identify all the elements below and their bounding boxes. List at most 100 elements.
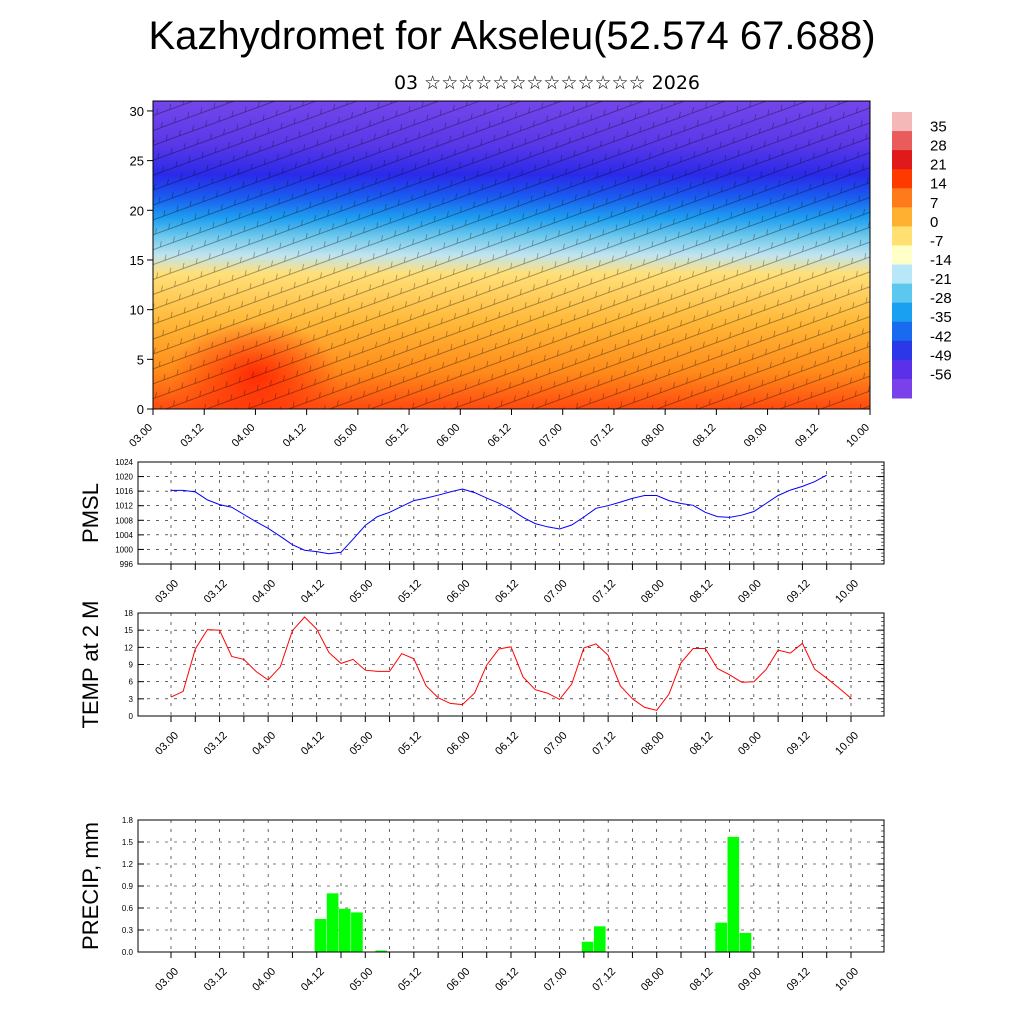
colorbar-swatch	[892, 302, 912, 323]
x-tick-label: 05.12	[396, 730, 424, 758]
plot-frame	[137, 612, 885, 717]
x-tick-label: 06.00	[445, 730, 473, 758]
colorbar-swatch	[892, 150, 912, 170]
heatmap-x-tick-label: 05.00	[332, 422, 360, 450]
y-axis-title: PRECIP, mm	[78, 822, 103, 950]
colorbar-swatch	[892, 378, 912, 399]
x-tick-label: 09.00	[736, 966, 764, 994]
y-tick-label: 3	[129, 695, 134, 704]
colorbar-label: -7	[930, 233, 943, 250]
plot-frame	[137, 461, 885, 565]
wind-barbs	[153, 101, 870, 409]
x-tick-label: 06.12	[493, 730, 521, 758]
heatmap-x-tick-label: 08.12	[691, 422, 719, 450]
x-tick-label: 07.12	[590, 578, 618, 606]
y-tick-label: 0.3	[122, 926, 134, 935]
y-tick-label: 12	[124, 643, 133, 652]
heatmap-y-tick-label: 25	[130, 154, 144, 169]
x-tick-label: 10.00	[833, 578, 861, 606]
colorbar-label: -42	[930, 328, 952, 345]
y-tick-label: 0.0	[122, 948, 134, 957]
y-tick-label: 18	[124, 609, 133, 618]
y-tick-label: 1024	[115, 458, 133, 467]
precip-bar	[581, 941, 594, 952]
x-tick-label: 04.00	[250, 730, 278, 758]
heatmap-x-tick-label: 09.12	[793, 422, 821, 450]
x-tick-label: 03.12	[202, 730, 230, 758]
heatmap-x-tick-label: 09.00	[742, 422, 770, 450]
x-tick-label: 03.00	[153, 730, 181, 758]
y-tick-label: 15	[124, 626, 133, 635]
y-tick-label: 1012	[115, 502, 133, 511]
x-tick-label: 07.12	[590, 730, 618, 758]
temp-panel: 0 3 6 9 12 15 18 03.00 03.12 04.00 04.12 05.00 05.12…	[78, 601, 885, 758]
y-tick-label: 1.5	[122, 838, 134, 847]
y-axis-title: PMSL	[78, 483, 103, 543]
x-tick-label: 08.12	[687, 578, 715, 606]
heatmap-y-tick-label: 20	[130, 203, 144, 218]
heatmap-x-tick-label: 06.00	[434, 422, 462, 450]
x-tick-label: 04.12	[299, 578, 327, 606]
y-tick-label: 1020	[115, 473, 133, 482]
colorbar-label: 28	[930, 138, 947, 155]
heatmap-x-tick-label: 03.00	[127, 422, 155, 450]
colorbar-label: -14	[930, 252, 952, 269]
y-tick-label: 1000	[115, 545, 133, 554]
y-tick-label: 0.6	[122, 904, 134, 913]
heatmap-x-tick-label: 04.12	[281, 422, 309, 450]
colorbar-label: 0	[930, 214, 938, 231]
x-tick-label: 04.00	[250, 578, 278, 606]
colorbar-label: -49	[930, 347, 952, 364]
heatmap-x-tick-label: 04.00	[230, 422, 258, 450]
colorbar-swatch	[892, 131, 912, 151]
x-tick-label: 09.00	[736, 730, 764, 758]
x-tick-label: 03.00	[153, 966, 181, 994]
precip-bar	[326, 893, 339, 952]
heatmap-y-tick-label: 0	[137, 402, 144, 417]
x-tick-label: 06.00	[445, 966, 473, 994]
page-subtitle: 03 ☆☆☆☆☆☆☆☆☆☆☆☆☆ 2026	[393, 72, 701, 94]
x-tick-label: 05.12	[396, 578, 424, 606]
colorbar-swatch	[892, 207, 912, 227]
colorbar-swatch	[892, 264, 912, 285]
heatmap-x-tick-label: 06.12	[486, 422, 514, 450]
colorbar: 35 28 21 14 7 0 -7 -14 -21 -28 -35 -42 -49 -56	[892, 112, 952, 399]
x-tick-label: 06.00	[445, 578, 473, 606]
pmsl-panel: 996 1000 1004 1008 1012 1016 1020 1024 03.00 03.1…	[78, 458, 885, 606]
x-tick-label: 07.00	[542, 966, 570, 994]
x-tick-label: 06.12	[493, 966, 521, 994]
colorbar-swatch	[892, 340, 912, 361]
heatmap-x-tick-label: 10.00	[844, 422, 872, 450]
x-tick-label: 09.12	[785, 730, 813, 758]
x-tick-label: 08.12	[687, 730, 715, 758]
colorbar-swatch	[892, 245, 912, 266]
heatmap-y-tick-label: 5	[137, 352, 144, 367]
y-tick-label: 1.8	[122, 816, 134, 825]
y-tick-label: 1008	[115, 516, 133, 525]
y-tick-label: 6	[129, 678, 134, 687]
page-title: Kazhydromet for Akseleu(52.574 67.688)	[148, 14, 876, 58]
plot-frame	[137, 819, 885, 953]
colorbar-swatch	[892, 112, 912, 132]
y-tick-label: 9	[129, 661, 134, 670]
colorbar-label: 7	[930, 195, 938, 212]
heatmap-panel: 0 5 10 15 20 25 30 03.00 03.12 04.00 04.12 05.00 05…	[127, 100, 872, 450]
precip-panel: 0.0 0.3 0.6 0.9 1.2 1.5 1.8 03.00 03.12 04.00 04.1…	[78, 816, 885, 994]
y-tick-label: 0	[129, 712, 134, 721]
precip-bar	[715, 922, 727, 952]
colorbar-swatch	[892, 188, 912, 208]
x-tick-label: 03.12	[202, 966, 230, 994]
colorbar-label: -56	[930, 366, 952, 383]
colorbar-swatch	[892, 321, 912, 342]
x-tick-label: 05.12	[396, 966, 424, 994]
heatmap-x-tick-label: 03.12	[178, 422, 206, 450]
x-tick-label: 08.12	[687, 966, 715, 994]
heatmap-x-tick-label: 05.12	[383, 422, 411, 450]
x-tick-label: 10.00	[833, 966, 861, 994]
y-axis-title: TEMP at 2 M	[78, 601, 103, 729]
x-tick-label: 04.12	[299, 730, 327, 758]
x-tick-label: 08.00	[639, 578, 667, 606]
colorbar-label: 35	[930, 119, 947, 136]
x-tick-label: 09.00	[736, 578, 764, 606]
